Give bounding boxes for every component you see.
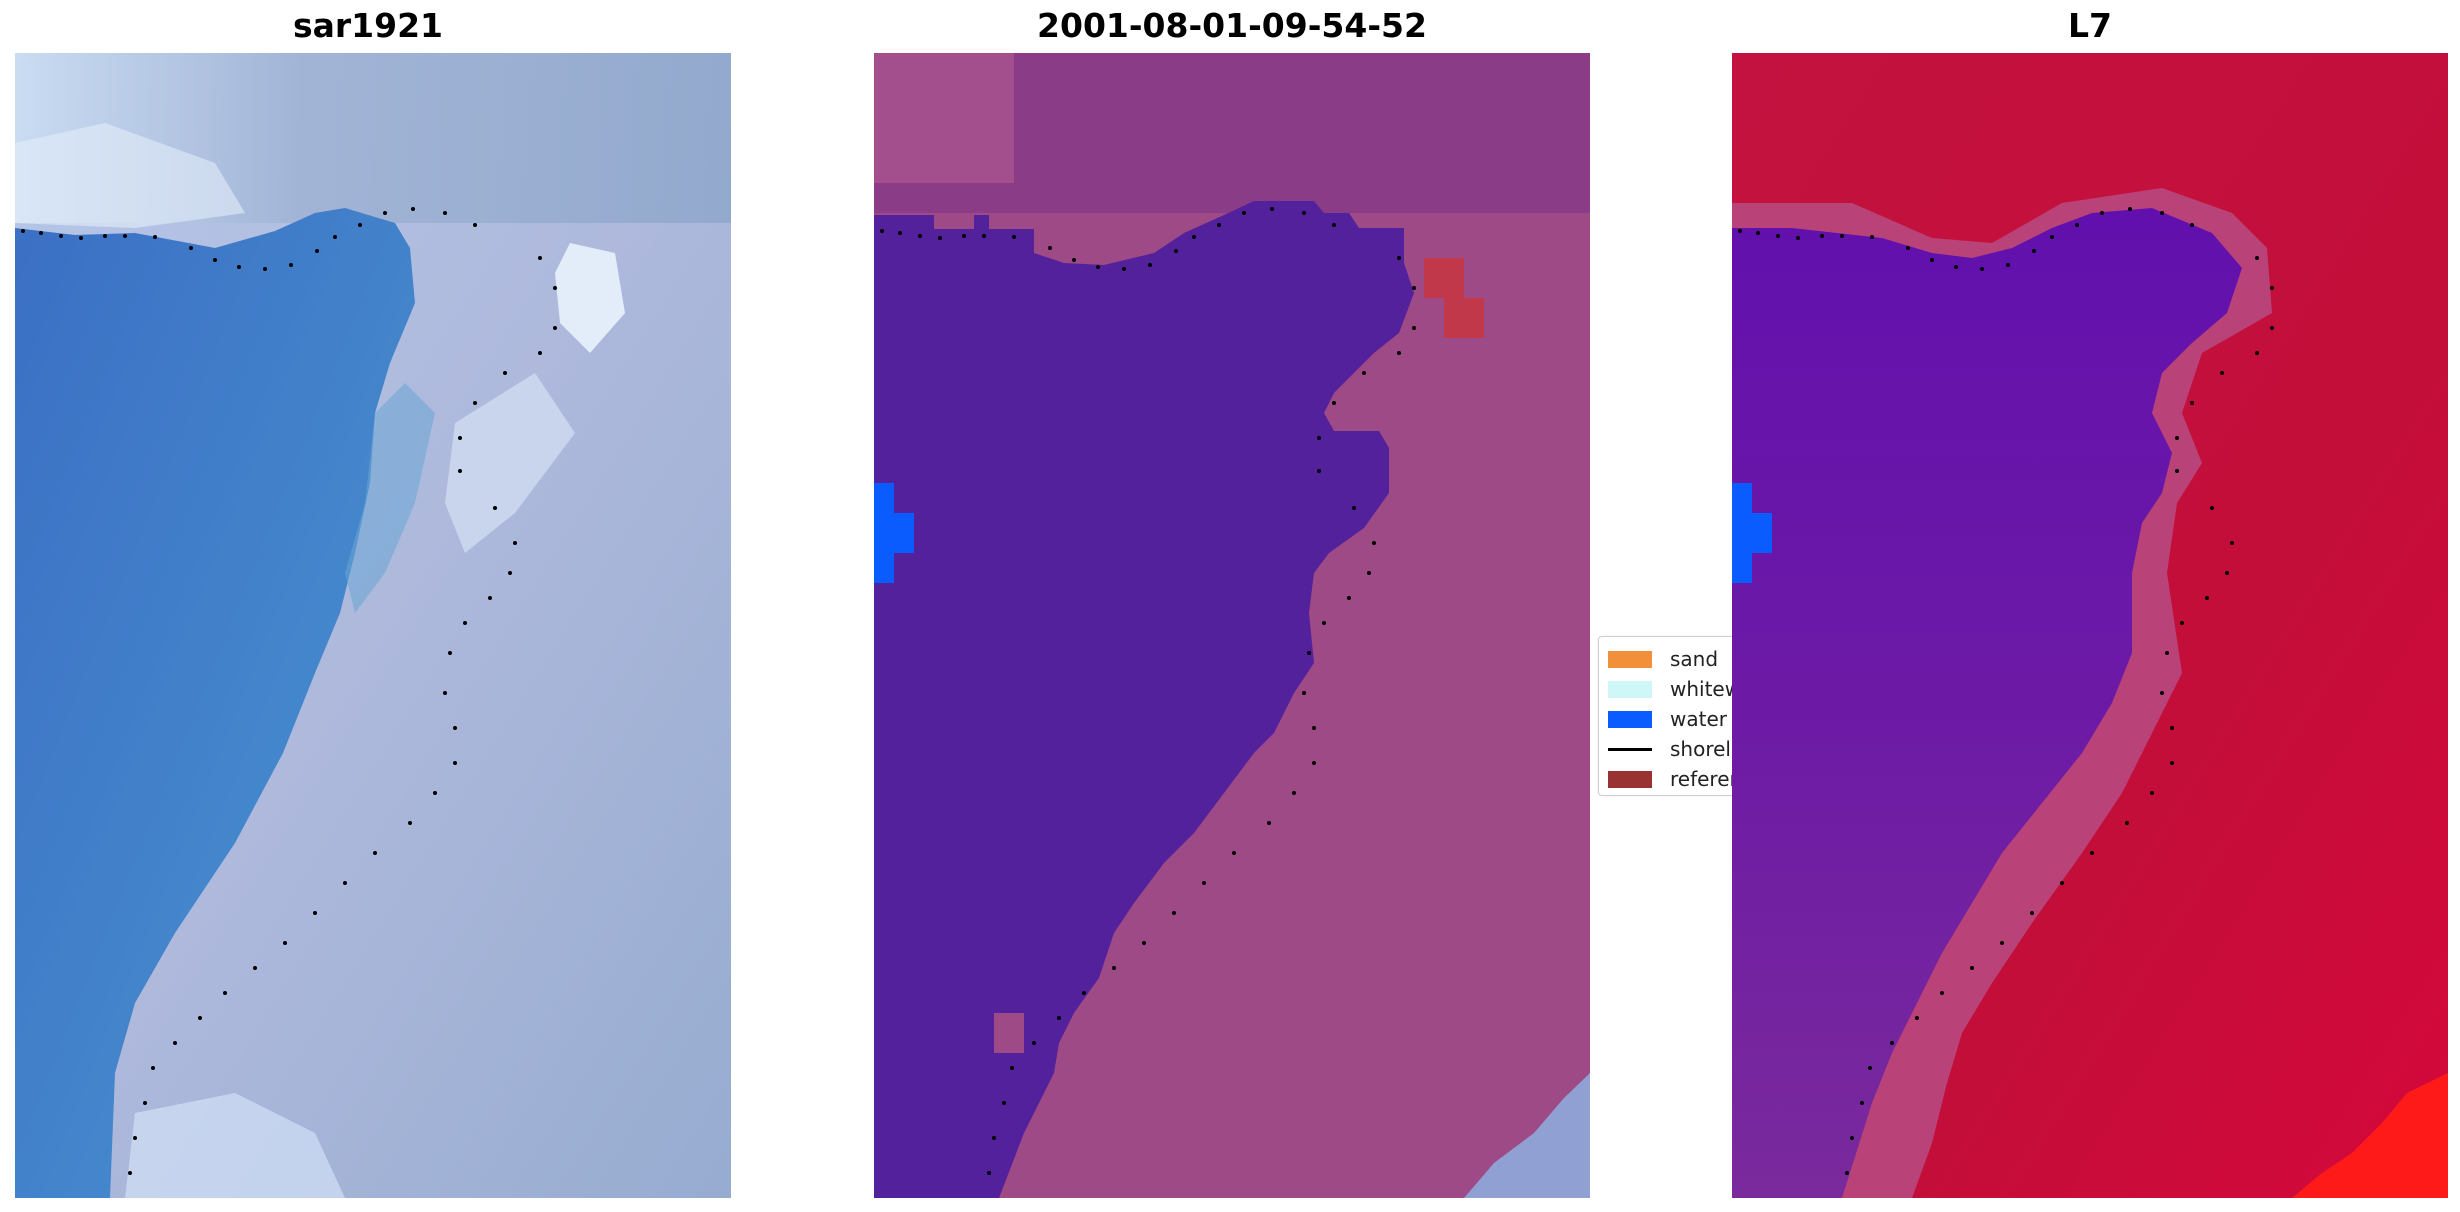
classified-image: [874, 53, 1590, 1198]
legend-item-water: water: [1599, 705, 1727, 733]
l7-image: [1732, 53, 2448, 1198]
panel-title-sar1921: sar1921: [292, 6, 444, 45]
legend-label-water: water: [1670, 707, 1727, 731]
panel-title-l7: L7: [2068, 6, 2112, 45]
rgb-image-panel: [15, 53, 731, 1198]
classified-image-panel: [874, 53, 1590, 1198]
legend-label-shoreline: shoreline: [1670, 737, 1739, 761]
reference-swatch: [1608, 770, 1652, 788]
water-swatch: [1608, 710, 1652, 728]
legend-label-sand: sand: [1670, 647, 1719, 671]
legend-item-sand: sand: [1599, 645, 1718, 673]
shoreline-line: [1608, 747, 1652, 751]
panel-title-date: 2001-08-01-09-54-52: [1037, 6, 1427, 45]
sand-swatch: [1608, 650, 1652, 668]
legend-label-reference: reference: [1670, 767, 1739, 791]
whitewater-swatch: [1608, 680, 1652, 698]
legend-item-reference: reference: [1599, 765, 1739, 793]
rgb-image: [15, 53, 731, 1198]
l7-image-panel: [1732, 53, 2448, 1198]
legend-item-shoreline: shoreline: [1599, 735, 1739, 763]
